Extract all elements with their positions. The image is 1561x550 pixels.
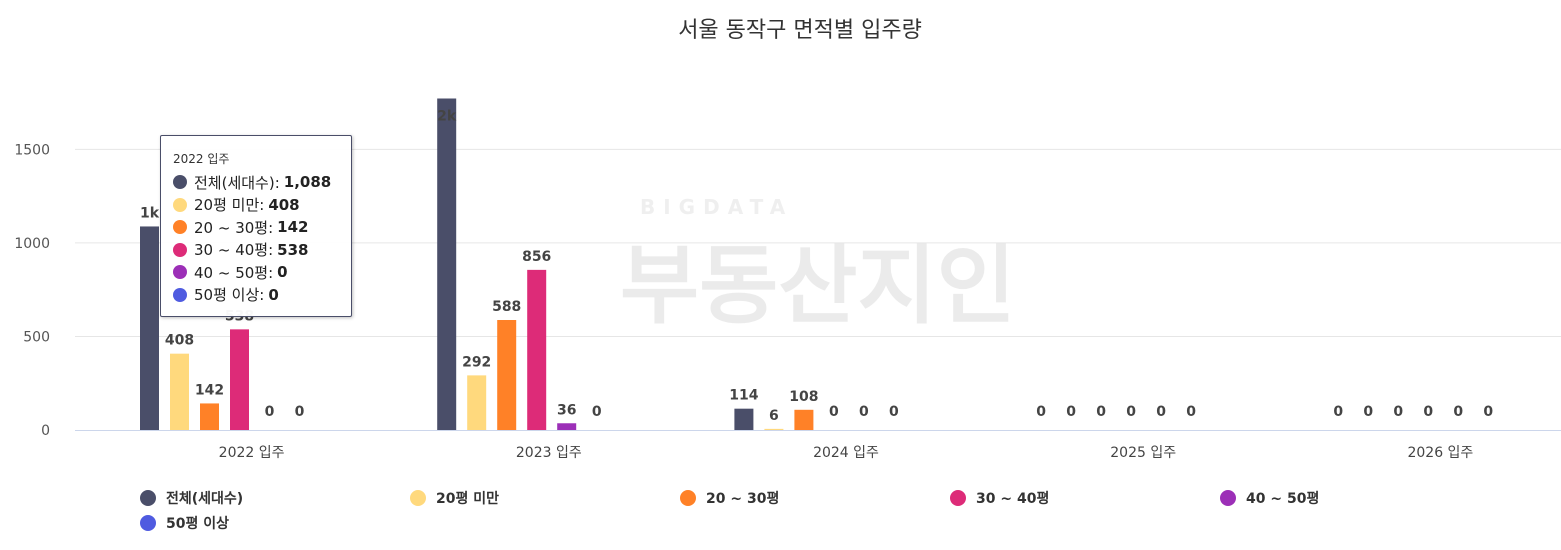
legend-label: 20평 미만 [436, 491, 499, 507]
bar [140, 226, 159, 430]
data-label: 0 [859, 404, 869, 420]
data-label: 292 [462, 354, 491, 370]
tooltip-marker-icon [173, 220, 187, 235]
bar [200, 403, 219, 430]
x-category-label: 2026 입주 [1407, 445, 1473, 461]
bar-chart: 0 500 1000 1500 2022 입주 1k 408 142 538 0 0 2023 입주 2… [14, 98, 1561, 461]
data-label: 6 [769, 408, 779, 424]
tooltip-value: 408 [268, 195, 300, 214]
y-tick-label: 0 [41, 423, 50, 439]
bar [794, 409, 814, 430]
legend-marker-icon [140, 515, 156, 531]
chart-title: 서울 동작구 면적별 입주량 [678, 18, 922, 43]
data-label: 36 [557, 402, 576, 418]
tooltip-label: 20 ~ 30평: [194, 218, 274, 237]
data-label: 114 [729, 388, 758, 404]
legend-marker-icon [410, 490, 426, 506]
tooltip-marker-icon [173, 265, 187, 280]
legend-item[interactable]: 40 ~ 50평 [1220, 488, 1319, 508]
legend-item[interactable]: 30 ~ 40평 [950, 488, 1049, 508]
bar [467, 375, 487, 430]
legend-label: 30 ~ 40평 [976, 491, 1050, 507]
data-label: 0 [1333, 404, 1343, 420]
tooltip-row: 30 ~ 40평: 538 [173, 239, 351, 262]
legend-label: 전체(세대수) [166, 491, 244, 507]
tooltip-value: 1,088 [283, 173, 332, 192]
legend-marker-icon [1220, 490, 1236, 506]
data-label: 0 [1036, 404, 1046, 420]
tooltip-label: 30 ~ 40평: [194, 241, 274, 260]
bar [734, 408, 754, 430]
data-label: 0 [592, 404, 602, 420]
data-label: 1k [140, 205, 160, 221]
tooltip-marker-icon [173, 197, 187, 212]
x-category-label: 2023 입주 [516, 445, 582, 461]
data-label: 0 [889, 404, 899, 420]
tooltip-marker-icon [173, 175, 187, 190]
tooltip-row: 전체(세대수): 1,088 [173, 171, 351, 194]
tooltip-row: 20평 미만: 408 [173, 194, 351, 217]
data-label: 0 [1423, 404, 1433, 420]
legend-label: 40 ~ 50평 [1246, 491, 1320, 507]
legend-item[interactable]: 50평 이상 [140, 513, 229, 533]
tooltip-label: 전체(세대수): [194, 173, 280, 192]
data-label: 0 [1393, 404, 1403, 420]
legend-item[interactable]: 전체(세대수) [140, 488, 243, 508]
bar [437, 98, 457, 430]
tooltip: 2022 입주 전체(세대수): 1,088 20평 미만: 408 20 ~ 30평:… [160, 135, 352, 317]
data-label: 2k [437, 108, 457, 124]
tooltip-value: 0 [268, 285, 279, 304]
tooltip-row: 20 ~ 30평: 142 [173, 216, 351, 239]
tooltip-marker-icon [173, 287, 187, 302]
bar [527, 269, 547, 430]
bar [557, 423, 577, 430]
tooltip-value: 142 [277, 218, 309, 237]
data-label: 0 [295, 404, 305, 420]
legend-marker-icon [680, 490, 696, 506]
data-label: 0 [1066, 404, 1076, 420]
bar [764, 428, 784, 430]
tooltip-row: 40 ~ 50평: 0 [173, 261, 351, 284]
y-tick-label: 500 [23, 329, 50, 345]
y-tick-label: 1000 [14, 236, 50, 252]
data-label: 408 [165, 333, 194, 349]
data-label: 0 [1483, 404, 1493, 420]
bar [170, 353, 189, 430]
legend-label: 50평 이상 [166, 516, 229, 532]
data-label: 0 [1156, 404, 1166, 420]
data-label: 0 [1096, 404, 1106, 420]
data-label: 588 [492, 299, 521, 315]
bar [497, 319, 517, 430]
data-label: 0 [1186, 404, 1196, 420]
tooltip-label: 20평 미만: [194, 196, 265, 215]
data-label: 0 [1363, 404, 1373, 420]
data-label: 0 [829, 404, 839, 420]
tooltip-label: 40 ~ 50평: [194, 263, 274, 282]
tooltip-label: 50평 이상: [194, 286, 265, 305]
tooltip-value: 0 [277, 263, 288, 282]
data-label: 0 [265, 404, 275, 420]
data-label: 0 [1126, 404, 1136, 420]
legend-marker-icon [950, 490, 966, 506]
tooltip-row: 50평 이상: 0 [173, 284, 351, 307]
x-category-label: 2025 입주 [1110, 445, 1176, 461]
legend-marker-icon [140, 490, 156, 506]
tooltip-marker-icon [173, 242, 187, 257]
legend-label: 20 ~ 30평 [706, 491, 780, 507]
x-category-label: 2022 입주 [219, 445, 285, 461]
y-tick-label: 1500 [14, 142, 50, 158]
tooltip-title: 2022 입주 [173, 152, 230, 166]
tooltip-value: 538 [277, 240, 309, 259]
data-label: 0 [1453, 404, 1463, 420]
data-label: 108 [789, 389, 818, 405]
data-label: 142 [195, 382, 224, 398]
bar [230, 329, 249, 430]
legend-item[interactable]: 20 ~ 30평 [680, 488, 779, 508]
x-category-label: 2024 입주 [813, 445, 879, 461]
data-label: 856 [522, 249, 551, 265]
legend-item[interactable]: 20평 미만 [410, 488, 499, 508]
